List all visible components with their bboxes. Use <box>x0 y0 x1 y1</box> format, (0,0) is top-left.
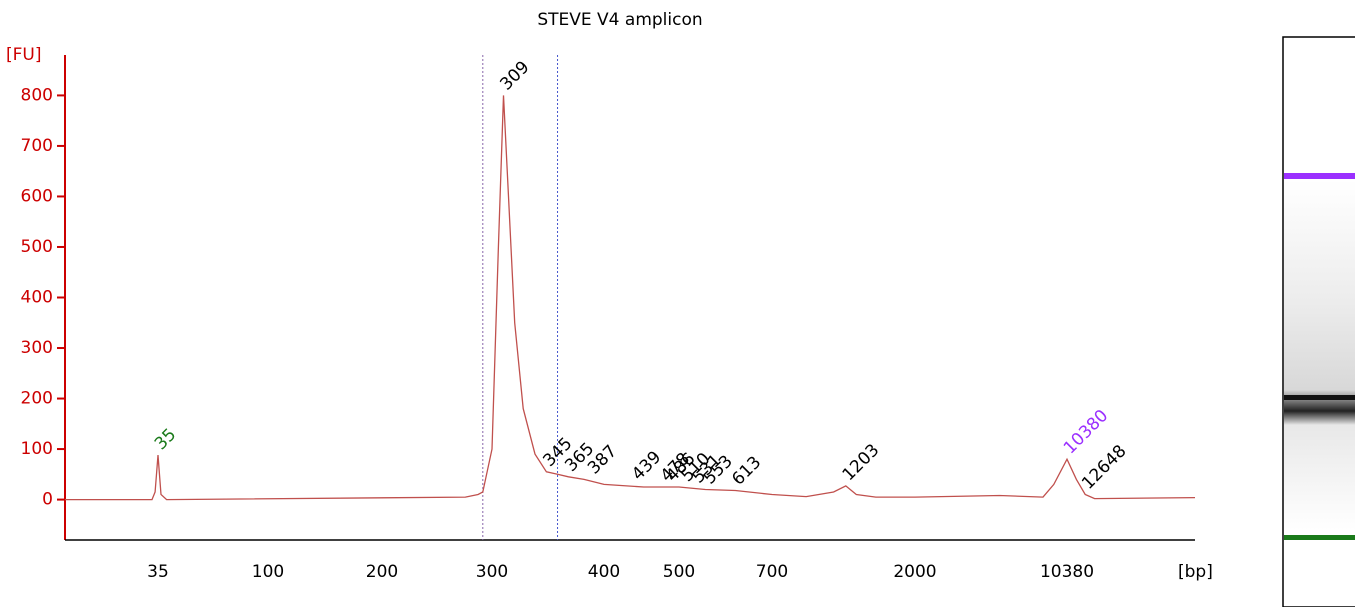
x-tick-label: 500 <box>663 562 695 582</box>
peak-label: 439 <box>628 447 665 484</box>
peak-label: 10380 <box>1060 406 1112 458</box>
lane-smear <box>1284 180 1355 530</box>
peak-label: 613 <box>728 452 765 489</box>
y-tick-label: 300 <box>21 338 53 358</box>
x-tick-label: 300 <box>476 562 508 582</box>
x-tick-label: 100 <box>252 562 284 582</box>
lower-marker-band <box>1284 535 1355 540</box>
peak-label: 35 <box>151 425 180 454</box>
x-tick-label: 700 <box>756 562 788 582</box>
upper-marker-band <box>1284 173 1355 179</box>
gel-lane <box>1282 36 1355 607</box>
y-tick-label: 600 <box>21 186 53 206</box>
y-tick-label: 800 <box>21 85 53 105</box>
x-axis-label: [bp] <box>1178 562 1213 582</box>
y-tick-label: 200 <box>21 389 53 409</box>
x-tick-label: 35 <box>147 562 169 582</box>
y-axis-label: [FU] <box>6 45 42 65</box>
peak-label: 1203 <box>839 440 884 485</box>
x-tick-label: 400 <box>588 562 620 582</box>
y-tick-label: 500 <box>21 237 53 257</box>
x-tick-label: 10380 <box>1040 562 1094 582</box>
x-tick-label: 2000 <box>893 562 936 582</box>
y-tick-label: 400 <box>21 288 53 308</box>
trace <box>65 95 1196 501</box>
peak-label: 12648 <box>1078 441 1130 493</box>
peak-label: 309 <box>496 57 533 94</box>
y-tick-label: 700 <box>21 136 53 156</box>
main-band <box>1284 395 1355 400</box>
y-tick-label: 100 <box>21 439 53 459</box>
chart-title: STEVE V4 amplicon <box>537 10 702 30</box>
x-tick-label: 200 <box>366 562 398 582</box>
y-tick-label: 0 <box>42 490 53 510</box>
